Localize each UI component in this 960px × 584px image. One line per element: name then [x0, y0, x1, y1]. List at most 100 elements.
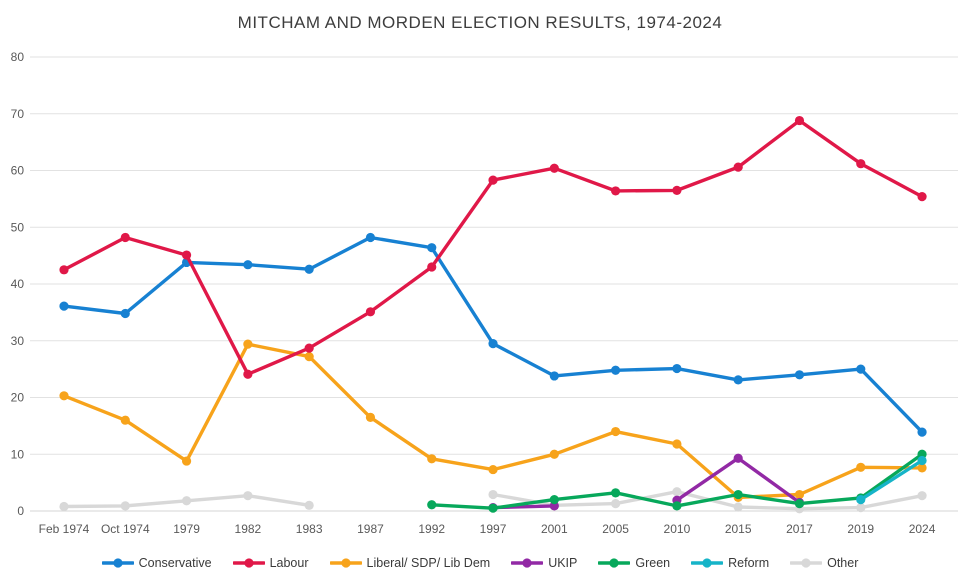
- data-point-conservative-1997: [488, 338, 498, 349]
- data-point-labour-oct-1974: [120, 232, 130, 243]
- data-point-other-2024: [917, 491, 927, 501]
- legend-dot-conservative: [113, 558, 123, 568]
- legend-marker-other-icon: [790, 558, 823, 568]
- data-point-other-1983: [304, 500, 314, 510]
- data-point-labour-2024: [917, 192, 927, 202]
- series-line-liberal-sdp-lib-dem: [62, 342, 924, 500]
- data-point-conservative-1983: [304, 264, 314, 274]
- x-tick-label-2019: 2019: [847, 522, 874, 536]
- legend-label-reform: Reform: [728, 556, 770, 570]
- legend-marker-liberal-sdp-lib-dem-icon: [329, 558, 362, 568]
- data-point-labour-2005: [611, 186, 621, 196]
- series-line-reform: [859, 458, 924, 502]
- data-point-labour-1982: [243, 369, 253, 379]
- data-point-liberal-sdp-lib-dem-1979: [181, 456, 192, 466]
- y-tick-label-80: 80: [11, 50, 25, 64]
- y-tick-label-20: 20: [11, 391, 25, 405]
- data-point-liberal-sdp-lib-dem-2005: [611, 426, 621, 437]
- data-point-other-1997: [488, 489, 498, 500]
- x-tick-label-1992: 1992: [418, 522, 445, 536]
- legend-marker-conservative-icon: [101, 558, 134, 568]
- data-point-other-2010: [672, 487, 682, 497]
- legend-label-other: Other: [827, 556, 859, 570]
- data-point-conservative-1992: [427, 243, 437, 253]
- data-point-liberal-sdp-lib-dem-1983: [304, 352, 314, 362]
- data-point-liberal-sdp-lib-dem-feb-1974: [59, 391, 69, 401]
- y-tick-label-50: 50: [11, 220, 25, 234]
- data-point-labour-1987: [365, 307, 376, 317]
- data-point-other-2005: [611, 499, 621, 509]
- x-tick-label-1979: 1979: [173, 522, 200, 536]
- legend-dot-labour: [243, 558, 254, 568]
- x-tick-label-2005: 2005: [602, 522, 629, 536]
- data-point-other-1979: [181, 496, 192, 506]
- data-point-conservative-2015: [733, 375, 743, 385]
- data-point-liberal-sdp-lib-dem-1992: [427, 454, 437, 464]
- y-tick-label-40: 40: [11, 277, 25, 291]
- data-point-labour-2001: [549, 163, 559, 173]
- data-point-green-2010: [672, 501, 682, 511]
- legend-item-reform: Reform: [691, 556, 769, 570]
- data-point-green-2017: [794, 499, 805, 509]
- data-point-conservative-feb-1974: [59, 301, 69, 311]
- data-point-other-oct-1974: [120, 501, 130, 511]
- data-point-conservative-1982: [243, 260, 253, 270]
- legend-item-green: Green: [598, 556, 670, 570]
- x-tick-label-1997: 1997: [480, 522, 507, 536]
- data-point-reform-2019: [856, 495, 866, 505]
- legend-item-ukip: UKIP: [511, 556, 577, 570]
- data-point-liberal-sdp-lib-dem-1982: [243, 339, 253, 349]
- x-tick-label-1987: 1987: [357, 522, 384, 536]
- y-tick-label-60: 60: [11, 164, 25, 178]
- chart-legend: Conservative Labour Liberal/ SDP/ Lib Dem U…: [0, 550, 960, 576]
- data-point-labour-2015: [733, 162, 743, 172]
- data-point-liberal-sdp-lib-dem-1997: [488, 464, 498, 475]
- data-point-liberal-sdp-lib-dem-2010: [672, 439, 682, 449]
- plot-area: 0 10 20 30 40 50 60 70 80 Feb 1974 Oct 1974 1979 198…: [11, 50, 958, 536]
- x-tick-label-1983: 1983: [296, 522, 323, 536]
- y-tick-label-0: 0: [17, 504, 24, 518]
- x-tick-label-feb-1974: Feb 1974: [39, 522, 90, 536]
- data-point-other-feb-1974: [59, 501, 69, 512]
- data-point-liberal-sdp-lib-dem-2017: [794, 489, 805, 500]
- data-point-labour-1992: [427, 262, 437, 272]
- data-point-liberal-sdp-lib-dem-2019: [856, 462, 866, 472]
- data-point-conservative-2017: [794, 370, 805, 380]
- data-point-conservative-2001: [549, 371, 559, 381]
- legend-dot-green: [609, 558, 619, 568]
- legend-dot-other: [801, 558, 811, 568]
- data-point-green-1997: [488, 503, 498, 513]
- x-tick-label-1982: 1982: [235, 522, 262, 536]
- series-line-labour: [62, 118, 924, 376]
- x-tick-label-2001: 2001: [541, 522, 568, 536]
- data-point-liberal-sdp-lib-dem-2001: [549, 449, 559, 459]
- data-point-conservative-2010: [672, 363, 682, 374]
- data-point-labour-1997: [488, 175, 498, 185]
- series-labour: [59, 115, 927, 379]
- legend-dot-ukip: [522, 558, 532, 568]
- data-point-labour-2010: [672, 185, 682, 195]
- data-point-conservative-2024: [917, 427, 927, 437]
- legend-dot-liberal-sdp-lib-dem: [340, 558, 351, 568]
- legend-label-conservative: Conservative: [138, 556, 212, 570]
- data-point-other-2015: [733, 502, 743, 512]
- data-point-labour-1979: [181, 250, 192, 260]
- legend-item-liberal-sdp-lib-dem: Liberal/ SDP/ Lib Dem: [329, 556, 490, 570]
- x-tick-label-2024: 2024: [909, 522, 936, 536]
- data-point-other-2019: [856, 502, 866, 513]
- x-tick-label-2010: 2010: [664, 522, 691, 536]
- data-point-liberal-sdp-lib-dem-oct-1974: [120, 415, 130, 425]
- data-point-conservative-2019: [856, 364, 866, 374]
- data-point-labour-2019: [856, 159, 866, 169]
- series-conservative: [59, 232, 927, 437]
- data-point-conservative-oct-1974: [120, 308, 130, 319]
- legend-marker-ukip-icon: [511, 558, 544, 568]
- legend-item-other: Other: [790, 556, 858, 570]
- legend-item-labour: Labour: [232, 556, 309, 570]
- legend-item-conservative: Conservative: [101, 556, 212, 570]
- legend-marker-labour-icon: [232, 558, 265, 568]
- x-tick-label-2015: 2015: [725, 522, 752, 536]
- legend-label-green: Green: [635, 556, 671, 570]
- x-tick-label-2017: 2017: [786, 522, 813, 536]
